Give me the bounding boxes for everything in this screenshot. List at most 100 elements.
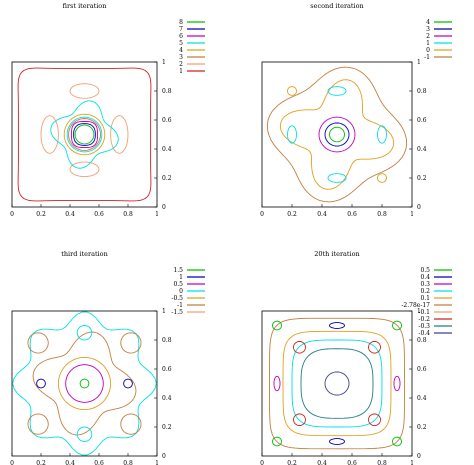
contour-level-8 (74, 124, 95, 145)
x-tick-label: 0.4 (65, 211, 75, 218)
contour-level-0 (76, 325, 93, 341)
contour-lines (266, 66, 408, 203)
legend-label: -2.78e-17 (401, 302, 430, 309)
y-tick-label: 1 (162, 308, 166, 315)
x-tick-label: 0.4 (317, 211, 327, 218)
contour-level-1 (287, 125, 297, 144)
contour-level--1 (120, 332, 142, 354)
legend-label: 7 (179, 26, 183, 33)
x-tick-label: 1 (410, 460, 414, 465)
contour-level-2 (318, 116, 356, 153)
contour-level-1 (123, 378, 133, 389)
contour-level--1 (27, 413, 49, 435)
x-tick-label: 0.4 (317, 460, 327, 465)
x-tick-label: 0.6 (347, 211, 357, 218)
legend-label: 3 (179, 54, 183, 61)
legend-label: 1 (179, 274, 183, 281)
contour-level--1 (120, 413, 142, 435)
legend-label: 2 (426, 33, 430, 40)
y-tick-label: 0.4 (417, 146, 427, 153)
y-tick-label: 0.6 (417, 366, 427, 373)
contour-level-0 (76, 426, 93, 442)
contour-level-1 (327, 86, 347, 96)
legend-label: 8 (179, 19, 183, 26)
contour-level-1.5 (79, 378, 90, 389)
contour-level-0 (279, 79, 395, 190)
y-tick-label: 1 (162, 59, 166, 66)
contour-level-6 (71, 121, 98, 149)
chart-title: 20th iteration (314, 250, 359, 258)
y-tick-label: 0.6 (417, 117, 427, 124)
contour-level-1 (377, 125, 387, 144)
y-tick-label: 0.8 (162, 88, 172, 95)
y-tick-label: 0.8 (417, 88, 427, 95)
legend-label: 4 (179, 47, 183, 54)
legend-label: -0.1 (418, 309, 430, 316)
contour-lines (12, 311, 157, 456)
y-tick-label: 0.2 (162, 175, 172, 182)
contour-level-0.5 (392, 320, 402, 331)
y-tick-label: 0.8 (417, 337, 427, 344)
plot-frame (11, 61, 158, 208)
y-tick-label: 0.8 (162, 337, 172, 344)
contour-level-3 (324, 122, 350, 147)
legend-label: 5 (179, 40, 183, 47)
legend-label: 0.3 (420, 281, 430, 288)
legend-label: 0 (426, 47, 430, 54)
legend-label: 1.5 (173, 267, 183, 274)
y-tick-label: 0.4 (417, 395, 427, 402)
plot-frame (261, 61, 413, 208)
y-tick-label: 0.6 (162, 117, 172, 124)
legend-label: -0.2 (418, 316, 430, 323)
contour-level-0.5 (65, 364, 104, 403)
y-tick-label: 0.6 (162, 366, 172, 373)
y-tick-label: 0.2 (417, 424, 427, 431)
y-tick-label: 0.2 (162, 424, 172, 431)
contour-level-0.4 (329, 322, 345, 329)
contour-level-0.4 (329, 438, 345, 445)
y-tick-label: 0 (417, 453, 421, 460)
x-tick-label: 1 (410, 211, 414, 218)
x-tick-label: 0.6 (94, 211, 104, 218)
contour-level--2.78e-17 (269, 317, 405, 450)
contour-level--0.2 (293, 413, 306, 427)
contour-level-5 (66, 116, 103, 153)
y-tick-label: 0.2 (417, 175, 427, 182)
x-tick-label: 0.8 (377, 460, 387, 465)
contour-level-1 (17, 67, 152, 202)
contour-level-2 (69, 83, 100, 99)
contour-level--1 (266, 66, 408, 203)
legend-label: 0.4 (420, 274, 430, 281)
contour-level--0.3 (300, 348, 374, 419)
x-tick-label: 0.2 (287, 211, 297, 218)
contour-level-7 (73, 123, 96, 146)
contour-level-5 (50, 100, 119, 169)
contour-level-4 (329, 126, 345, 143)
y-tick-label: 0 (162, 453, 166, 460)
contour-level-1 (327, 173, 347, 183)
contour-level-2 (110, 115, 129, 154)
contour-level-0 (12, 311, 157, 456)
contour-level-1 (36, 378, 46, 389)
x-tick-label: 0.6 (94, 460, 104, 465)
legend-label: 2 (179, 61, 183, 68)
x-tick-label: 0.4 (65, 460, 75, 465)
y-tick-label: 0.4 (162, 146, 172, 153)
x-tick-label: 0.8 (377, 211, 387, 218)
y-tick-label: 0.4 (162, 395, 172, 402)
contour-level--1 (27, 332, 49, 354)
plot-frame (11, 310, 158, 457)
y-tick-label: 1 (417, 308, 421, 315)
contour-level-2 (40, 115, 59, 154)
legend-label: -0.5 (171, 295, 183, 302)
chart-title: second iteration (310, 2, 363, 10)
contour-level-0.3 (393, 375, 401, 392)
contour-level-3 (68, 118, 101, 151)
legend-label: 0.1 (420, 295, 430, 302)
